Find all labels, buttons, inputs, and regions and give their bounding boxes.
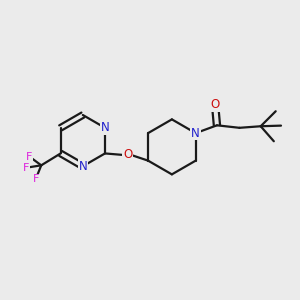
Text: F: F <box>32 174 39 184</box>
Text: N: N <box>100 121 109 134</box>
Text: N: N <box>191 127 200 140</box>
Text: N: N <box>78 160 87 173</box>
Text: F: F <box>26 152 33 162</box>
Text: O: O <box>123 148 132 161</box>
Text: F: F <box>22 163 29 173</box>
Text: O: O <box>211 98 220 111</box>
